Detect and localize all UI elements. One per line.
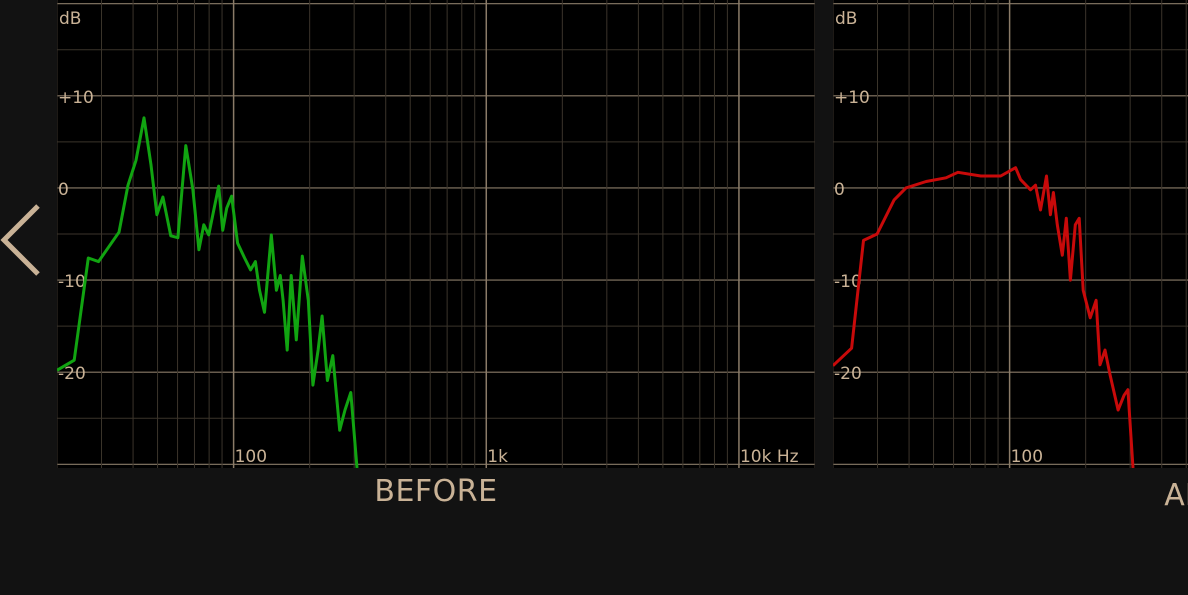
x-tick-label: 10k Hz	[740, 447, 799, 467]
y-tick-label: -20	[834, 364, 862, 384]
before-chart: dB +10 0 -10 -20 100 1k 10k Hz	[57, 0, 815, 468]
x-tick-label: 100	[235, 447, 267, 467]
before-plot: dB +10 0 -10 -20 100 1k 10k Hz	[57, 0, 815, 468]
before-caption: BEFORE	[374, 474, 498, 509]
x-tick-label: 100	[1011, 447, 1043, 467]
y-tick-label: 0	[834, 180, 845, 200]
x-tick-label: 1k	[487, 447, 508, 467]
y-tick-label: +10	[834, 88, 870, 108]
y-tick-label: +10	[58, 88, 94, 108]
previous-button[interactable]	[0, 200, 44, 280]
before-response-line	[57, 116, 359, 468]
y-tick-label: 0	[58, 180, 69, 200]
y-axis-label: dB	[59, 9, 81, 29]
y-tick-label: -10	[834, 272, 862, 292]
y-tick-label: -20	[58, 364, 86, 384]
chevron-left-icon	[0, 204, 40, 276]
after-caption: AFTER	[1164, 478, 1188, 513]
y-axis-label: dB	[835, 9, 857, 29]
after-response-line	[833, 166, 1135, 468]
after-caption-area: AFTER	[1164, 478, 1188, 513]
y-tick-label: -10	[58, 272, 86, 292]
